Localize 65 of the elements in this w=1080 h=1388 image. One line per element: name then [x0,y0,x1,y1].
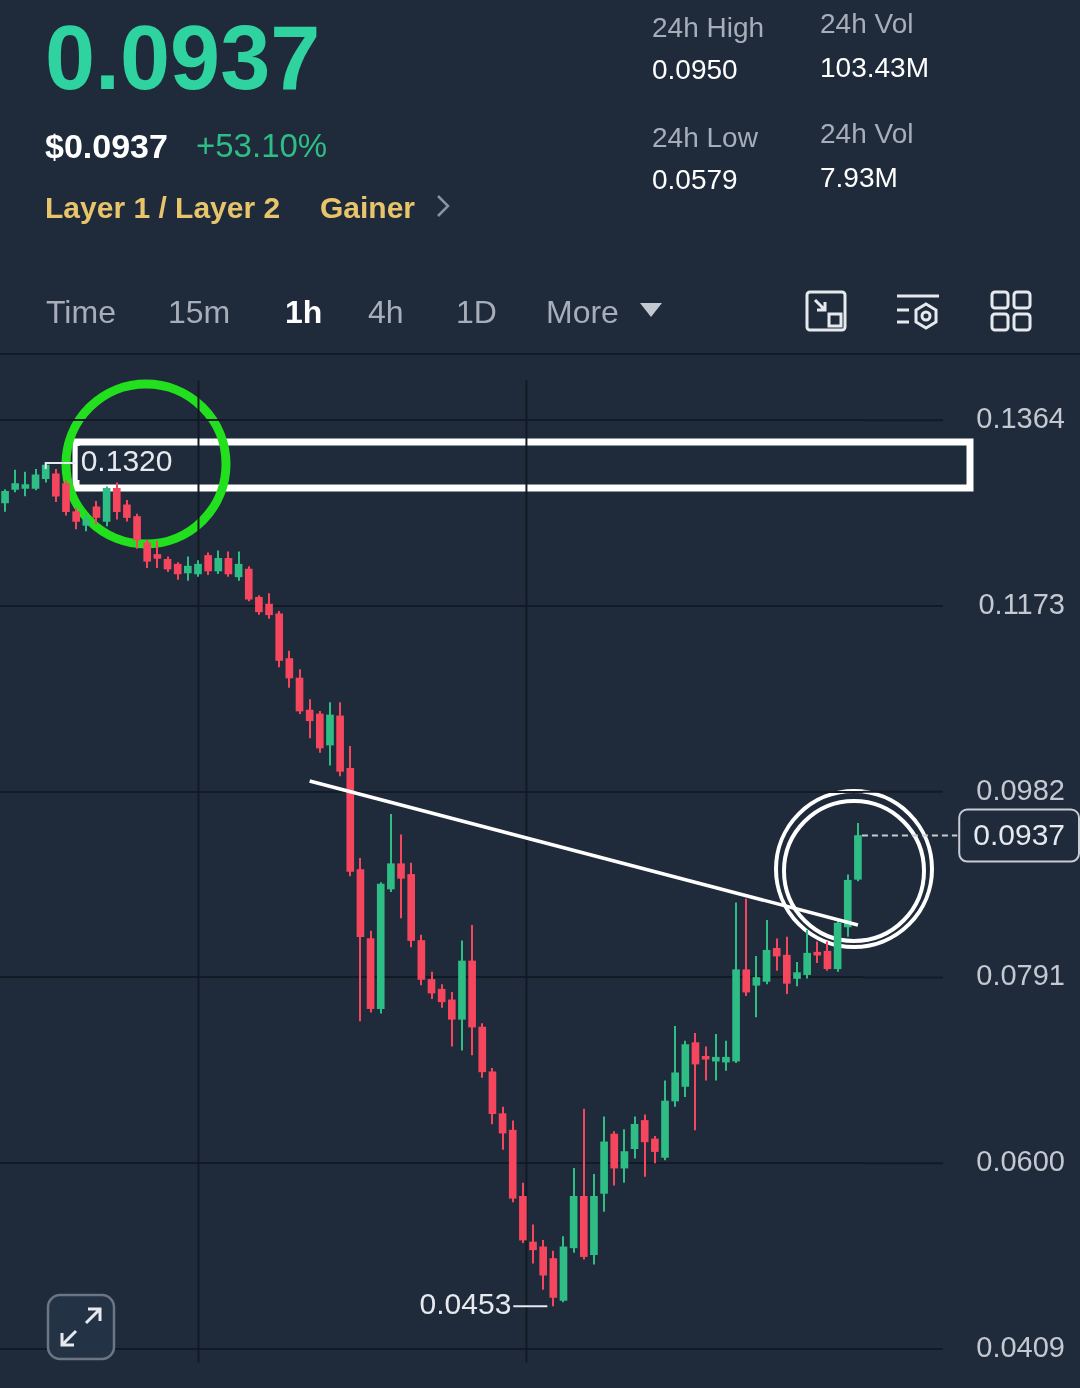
text: Time [46,293,116,332]
candlestick [793,960,801,988]
text: 0.0950 [652,53,738,87]
text: 24h Vol [820,117,914,151]
candlestick [803,928,811,980]
y-tick-label: 0.0409 [976,1330,1065,1363]
ref-line-label: 0.0937 [973,817,1066,851]
text: 1D [456,293,497,332]
text: 1h [285,293,323,332]
candlestick [265,592,273,620]
text: More [546,293,619,332]
text: $0.0937 [45,126,168,166]
candlestick [255,594,263,616]
candlestick [204,551,212,576]
candlestick [711,1032,720,1082]
candlestick [397,833,405,920]
candlestick [823,940,832,972]
candlestick [21,470,30,498]
annotation: 0.0453 [419,1287,512,1321]
candlestick [742,897,751,997]
candlestick [31,467,40,492]
candlestick [722,1039,730,1072]
candlestick [123,499,131,523]
candlestick [92,499,101,526]
text: 24h Low [652,121,758,155]
candlestick [691,1031,700,1132]
y-tick-label: 0.1173 [978,588,1065,621]
text: 0.0579 [652,163,738,197]
candlestick [224,550,233,578]
candlestick [143,538,152,570]
text: 103.43M [820,51,929,85]
text: +53.10% [196,126,328,166]
candlestick [184,555,192,582]
candlestick [214,549,223,575]
text: 15m [168,293,231,332]
candlestick [11,468,20,494]
candlestick [640,1113,649,1178]
candlestick [529,1223,537,1265]
candlestick [153,539,162,570]
y-tick-label: 0.1364 [976,402,1065,435]
annotation: 0.1320 [80,444,173,478]
y-tick-label: 0.0791 [976,959,1065,992]
text: Gainer [320,190,416,226]
candlestick [772,937,781,972]
text: 7.93M [820,161,898,195]
candlestick [112,481,121,521]
candlestick [52,467,60,503]
candlestick [72,506,80,531]
candlestick [752,955,761,1019]
candlestick [133,512,141,550]
candlestick [701,1045,710,1082]
candlestick [651,1135,659,1165]
candlestick [1,488,9,513]
candlestick [498,1105,507,1151]
y-tick-label: 0.0982 [976,773,1065,806]
chart-title: 0.0937 [45,8,321,108]
candlestick [427,970,436,1000]
text: 24h Vol [820,7,914,41]
text: 24h High [652,11,765,45]
y-tick-label: 0.0600 [976,1145,1065,1178]
text: 4h [368,293,404,332]
text: Layer 1 / Layer 2 [45,190,281,226]
candlestick [447,991,456,1048]
candlestick [285,649,294,689]
candlestick [620,1128,629,1184]
